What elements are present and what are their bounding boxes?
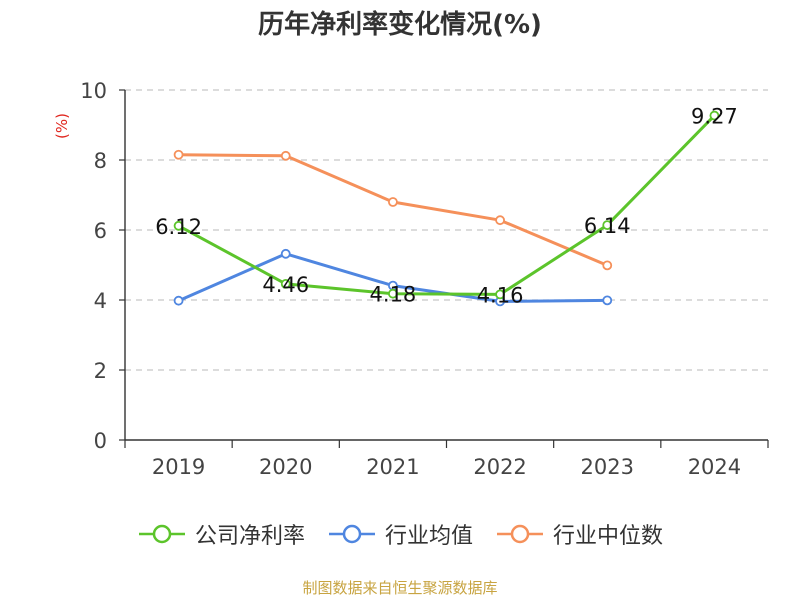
x-tick-label: 2023	[581, 455, 634, 479]
x-tick-label: 2022	[473, 455, 526, 479]
data-point	[280, 278, 291, 289]
data-label: 6.14	[584, 214, 631, 238]
y-tick-label: 10	[80, 79, 107, 103]
data-point	[280, 248, 291, 259]
x-tick-label: 2020	[259, 455, 312, 479]
y-tick-label: 8	[94, 149, 107, 173]
chart-title: 历年净利率变化情况(%)	[258, 10, 542, 40]
data-point	[388, 197, 398, 207]
axes: 0 2 4 6 8 10 2019 2020 2021 2022 2023 2024 (%)	[53, 79, 769, 479]
x-tick-label: 2024	[688, 455, 741, 479]
data-point	[602, 260, 613, 271]
x-tick-label: 2021	[366, 455, 419, 479]
legend-line-circle-icon	[328, 524, 375, 544]
x-tick-label: 2019	[152, 455, 205, 479]
grid-lines	[125, 89, 768, 371]
legend-item[interactable]: 行业中位数	[495, 518, 663, 550]
legend-line-circle-icon	[497, 524, 543, 544]
legend-label: 公司净利率	[194, 524, 305, 549]
data-label: 4.18	[370, 283, 417, 307]
data-point	[495, 289, 505, 300]
legend-label: 行业均值	[384, 524, 473, 549]
data-point	[709, 110, 720, 121]
y-tick-label: 0	[94, 429, 107, 453]
data-label: 9.27	[691, 105, 738, 129]
series-lines	[173, 110, 720, 307]
y-tick-label: 6	[94, 219, 107, 243]
source-note: 制图数据来自恒生聚源数据库	[302, 579, 498, 597]
data-label: 6.12	[155, 215, 202, 239]
data-labels: 6.12 4.46 4.18 4.16 6.14 9.27	[155, 105, 738, 308]
data-point	[173, 295, 184, 306]
legend-item[interactable]: 行业均值	[327, 518, 473, 550]
legend-item[interactable]: 公司净利率	[137, 518, 305, 550]
y-tick-label: 4	[94, 289, 107, 313]
data-point	[173, 220, 184, 231]
legend-line-circle-icon	[138, 524, 185, 544]
legend: 公司净利率 行业均值 行业中位数	[0, 518, 800, 550]
data-label: 4.16	[477, 283, 524, 307]
series-line	[178, 153, 608, 267]
series-line	[177, 114, 716, 296]
data-point	[280, 150, 291, 161]
y-tick-label: 2	[94, 359, 107, 383]
data-label: 4.46	[262, 273, 309, 297]
data-point	[602, 220, 613, 231]
data-point	[173, 149, 184, 160]
legend-label: 行业中位数	[553, 524, 664, 549]
y-axis-label: (%)	[53, 113, 71, 139]
data-point	[495, 215, 505, 226]
data-point	[388, 288, 398, 299]
data-point	[602, 295, 613, 306]
